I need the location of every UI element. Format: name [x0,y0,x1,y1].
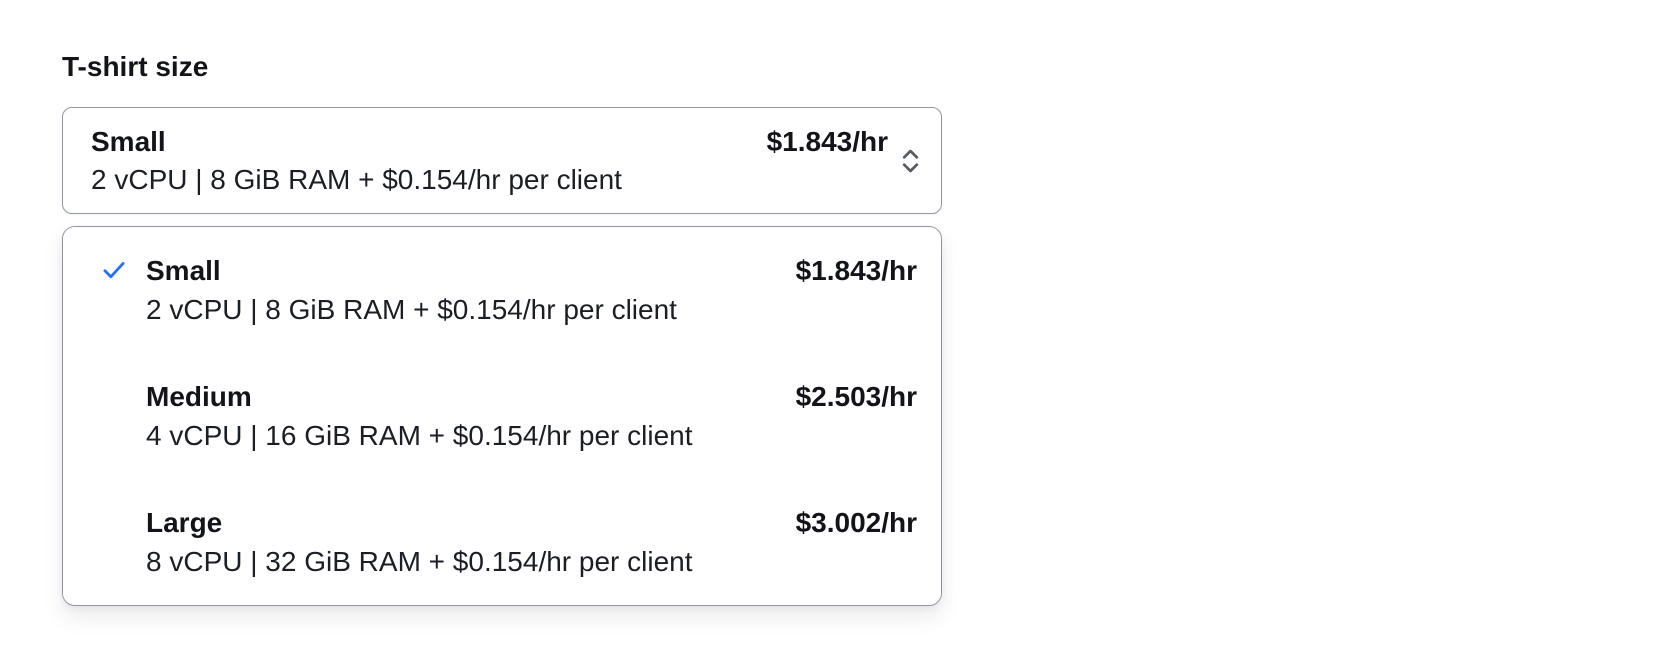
selected-option-text: Small 2 vCPU | 8 GiB RAM + $0.154/hr per… [91,123,767,199]
check-icon [100,262,128,288]
option-specs: 4 vCPU | 16 GiB RAM + $0.154/hr per clie… [146,420,693,451]
tshirt-size-label: T-shirt size [62,51,209,82]
option-price: $1.843/hr [795,255,917,286]
option-small[interactable]: Small 2 vCPU | 8 GiB RAM + $0.154/hr per… [63,227,941,353]
option-name: Small [146,255,221,286]
selected-option-specs: 2 vCPU | 8 GiB RAM + $0.154/hr per clien… [91,164,622,195]
option-price: $2.503/hr [795,381,917,412]
check-column [100,251,146,289]
option-medium[interactable]: Medium 4 vCPU | 16 GiB RAM + $0.154/hr p… [63,353,941,479]
option-price: $3.002/hr [795,507,917,538]
check-column [100,503,146,508]
option-large[interactable]: Large 8 vCPU | 32 GiB RAM + $0.154/hr pe… [63,479,941,605]
option-text: Large 8 vCPU | 32 GiB RAM + $0.154/hr pe… [146,503,796,581]
chevron-up-down-icon [900,145,921,177]
tshirt-size-dropdown: Small 2 vCPU | 8 GiB RAM + $0.154/hr per… [62,226,942,606]
tshirt-size-select[interactable]: Small 2 vCPU | 8 GiB RAM + $0.154/hr per… [62,107,942,214]
option-specs: 8 vCPU | 32 GiB RAM + $0.154/hr per clie… [146,546,693,577]
option-name: Medium [146,381,252,412]
option-specs: 2 vCPU | 8 GiB RAM + $0.154/hr per clien… [146,294,677,325]
option-name: Large [146,507,223,538]
option-text: Small 2 vCPU | 8 GiB RAM + $0.154/hr per… [146,251,796,329]
check-column [100,377,146,382]
selected-option-name: Small [91,126,166,157]
option-text: Medium 4 vCPU | 16 GiB RAM + $0.154/hr p… [146,377,796,455]
selected-option-price: $1.843/hr [766,126,888,157]
